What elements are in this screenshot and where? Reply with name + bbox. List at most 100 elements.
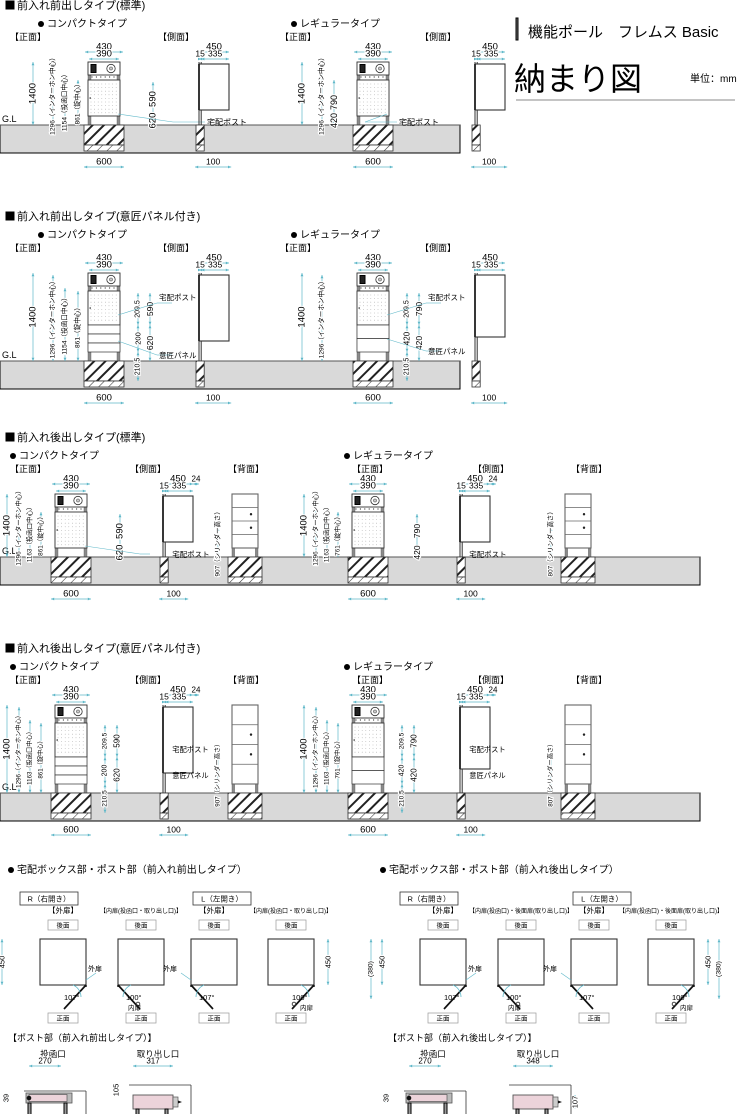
svg-text:390: 390	[360, 692, 376, 703]
svg-text:L（左開き）: L（左開き）	[581, 894, 623, 904]
svg-text:24: 24	[192, 686, 201, 695]
svg-text:861（錠中心）: 861（錠中心）	[73, 81, 82, 125]
svg-text:335: 335	[484, 260, 498, 270]
svg-text:正面: 正面	[437, 1015, 451, 1023]
svg-text:390: 390	[96, 260, 112, 271]
svg-text:宅配ポスト: 宅配ポスト	[399, 117, 439, 127]
svg-text:107°: 107°	[444, 993, 460, 1002]
svg-text:意匠パネル: 意匠パネル	[159, 350, 197, 360]
svg-text:1296（インターホン中心）: 1296（インターホン中心）	[48, 278, 57, 359]
svg-text:宅配ボックス部・ポスト部（前入れ前出しタイプ）: 宅配ボックス部・ポスト部（前入れ前出しタイプ）	[17, 863, 247, 876]
svg-text:24: 24	[489, 686, 498, 695]
svg-text:15: 15	[159, 481, 169, 491]
svg-text:後面: 後面	[437, 921, 451, 930]
svg-text:【内扉(投函口)・後面扉(取り出し口)】: 【内扉(投函口)・後面扉(取り出し口)】	[469, 907, 573, 915]
svg-text:15: 15	[471, 49, 481, 59]
svg-text:807（シリンダー高さ）: 807（シリンダー高さ）	[546, 508, 555, 576]
svg-text:1400: 1400	[28, 306, 39, 327]
svg-text:420: 420	[410, 768, 419, 782]
svg-text:420: 420	[329, 113, 339, 128]
svg-text:15: 15	[195, 260, 205, 270]
svg-text:861（錠中心）: 861（錠中心）	[36, 513, 45, 556]
svg-text:107: 107	[571, 1096, 580, 1109]
svg-text:1400: 1400	[299, 738, 310, 759]
svg-text:正面: 正面	[515, 1015, 529, 1023]
svg-text:後面: 後面	[665, 921, 679, 930]
svg-text:390: 390	[360, 481, 376, 492]
svg-text:L（左開き）: L（左開き）	[201, 894, 243, 904]
svg-text:210.5: 210.5	[399, 790, 406, 807]
svg-text:348: 348	[526, 1057, 540, 1066]
svg-text:単位：mm: 単位：mm	[690, 72, 737, 85]
svg-text:前入れ前出しタイプ(意匠パネル付き): 前入れ前出しタイプ(意匠パネル付き)	[17, 209, 200, 223]
svg-text:R（右開き）: R（右開き）	[408, 894, 451, 904]
svg-text:レギュラータイプ: レギュラータイプ	[300, 229, 380, 241]
svg-text:レギュラータイプ: レギュラータイプ	[300, 18, 380, 30]
svg-text:24: 24	[489, 475, 498, 484]
svg-text:600: 600	[96, 393, 112, 404]
svg-text:【側面】: 【側面】	[473, 463, 509, 474]
svg-text:宅配ポスト: 宅配ポスト	[469, 549, 507, 559]
svg-text:後面: 後面	[208, 921, 222, 930]
svg-text:335: 335	[484, 49, 498, 59]
svg-text:意匠パネル: 意匠パネル	[469, 771, 505, 780]
svg-text:39: 39	[2, 1094, 11, 1102]
svg-text:【正面】: 【正面】	[10, 32, 46, 42]
svg-text:335: 335	[172, 481, 186, 491]
svg-text:前入れ前出しタイプ(標準): 前入れ前出しタイプ(標準)	[17, 0, 145, 12]
svg-text:620: 620	[113, 768, 122, 782]
svg-text:【正面】: 【正面】	[352, 464, 388, 474]
svg-text:1163（投函口中心）: 1163（投函口中心）	[322, 504, 331, 562]
svg-text:【内扉(投函口・取り出し口)】: 【内扉(投函口・取り出し口)】	[100, 907, 182, 915]
svg-text:450: 450	[378, 956, 387, 969]
svg-text:15: 15	[456, 692, 466, 702]
svg-text:【背面】: 【背面】	[571, 463, 607, 474]
svg-text:宅配ポスト: 宅配ポスト	[159, 292, 197, 302]
svg-text:【背面】: 【背面】	[571, 674, 607, 685]
svg-text:420: 420	[399, 765, 406, 777]
svg-text:790: 790	[410, 734, 419, 748]
svg-text:1296（インターホン中心）: 1296（インターホン中心）	[312, 712, 320, 788]
svg-text:【外扉】: 【外扉】	[199, 905, 229, 915]
svg-text:335: 335	[208, 260, 222, 270]
svg-text:210.5: 210.5	[404, 358, 411, 376]
svg-text:1163（投函口中心）: 1163（投函口中心）	[26, 728, 34, 785]
svg-text:意匠パネル: 意匠パネル	[172, 771, 208, 780]
svg-text:外扉: 外扉	[468, 964, 482, 973]
svg-text:590: 590	[113, 734, 122, 748]
svg-text:1154（投函口中心）: 1154（投函口中心）	[60, 294, 69, 354]
svg-text:前入れ後出しタイプ(標準): 前入れ後出しタイプ(標準)	[17, 430, 145, 444]
svg-text:1400: 1400	[2, 515, 13, 536]
svg-text:450: 450	[0, 956, 7, 969]
svg-text:宅配ポスト: 宅配ポスト	[428, 292, 466, 302]
svg-text:内扉: 内扉	[680, 1003, 694, 1012]
svg-text:335: 335	[469, 692, 483, 702]
svg-text:後面: 後面	[57, 921, 71, 930]
svg-text:620: 620	[115, 545, 126, 561]
svg-text:外扉: 外扉	[543, 964, 557, 973]
svg-text:R（右開き）: R（右開き）	[28, 894, 71, 904]
svg-text:390: 390	[63, 692, 79, 703]
svg-text:(380): (380)	[716, 961, 723, 977]
svg-text:コンパクトタイプ: コンパクトタイプ	[47, 229, 127, 241]
svg-text:【側面】: 【側面】	[420, 31, 456, 42]
svg-text:335: 335	[469, 481, 483, 491]
svg-text:【正面】: 【正面】	[10, 464, 46, 474]
svg-text:24: 24	[192, 475, 201, 484]
svg-text:790: 790	[329, 95, 339, 110]
svg-text:270: 270	[418, 1057, 432, 1066]
svg-text:390: 390	[365, 49, 381, 60]
svg-text:1400: 1400	[2, 738, 13, 759]
svg-text:107°: 107°	[64, 993, 80, 1002]
svg-text:1296（インターホン中心）: 1296（インターホン中心）	[14, 487, 23, 565]
svg-text:590: 590	[115, 523, 126, 539]
svg-text:外扉: 外扉	[88, 964, 102, 973]
svg-text:100: 100	[464, 589, 478, 599]
svg-text:861（錠中心）: 861（錠中心）	[73, 304, 82, 348]
svg-text:コンパクトタイプ: コンパクトタイプ	[47, 18, 127, 30]
svg-text:15: 15	[471, 260, 481, 270]
svg-text:【側面】: 【側面】	[130, 674, 166, 685]
svg-text:107°: 107°	[579, 993, 595, 1002]
svg-text:【ポスト部（前入れ後出しタイプ）】: 【ポスト部（前入れ後出しタイプ）】	[388, 1032, 537, 1043]
svg-text:1296（インターホン中心）: 1296（インターホン中心）	[311, 487, 320, 565]
